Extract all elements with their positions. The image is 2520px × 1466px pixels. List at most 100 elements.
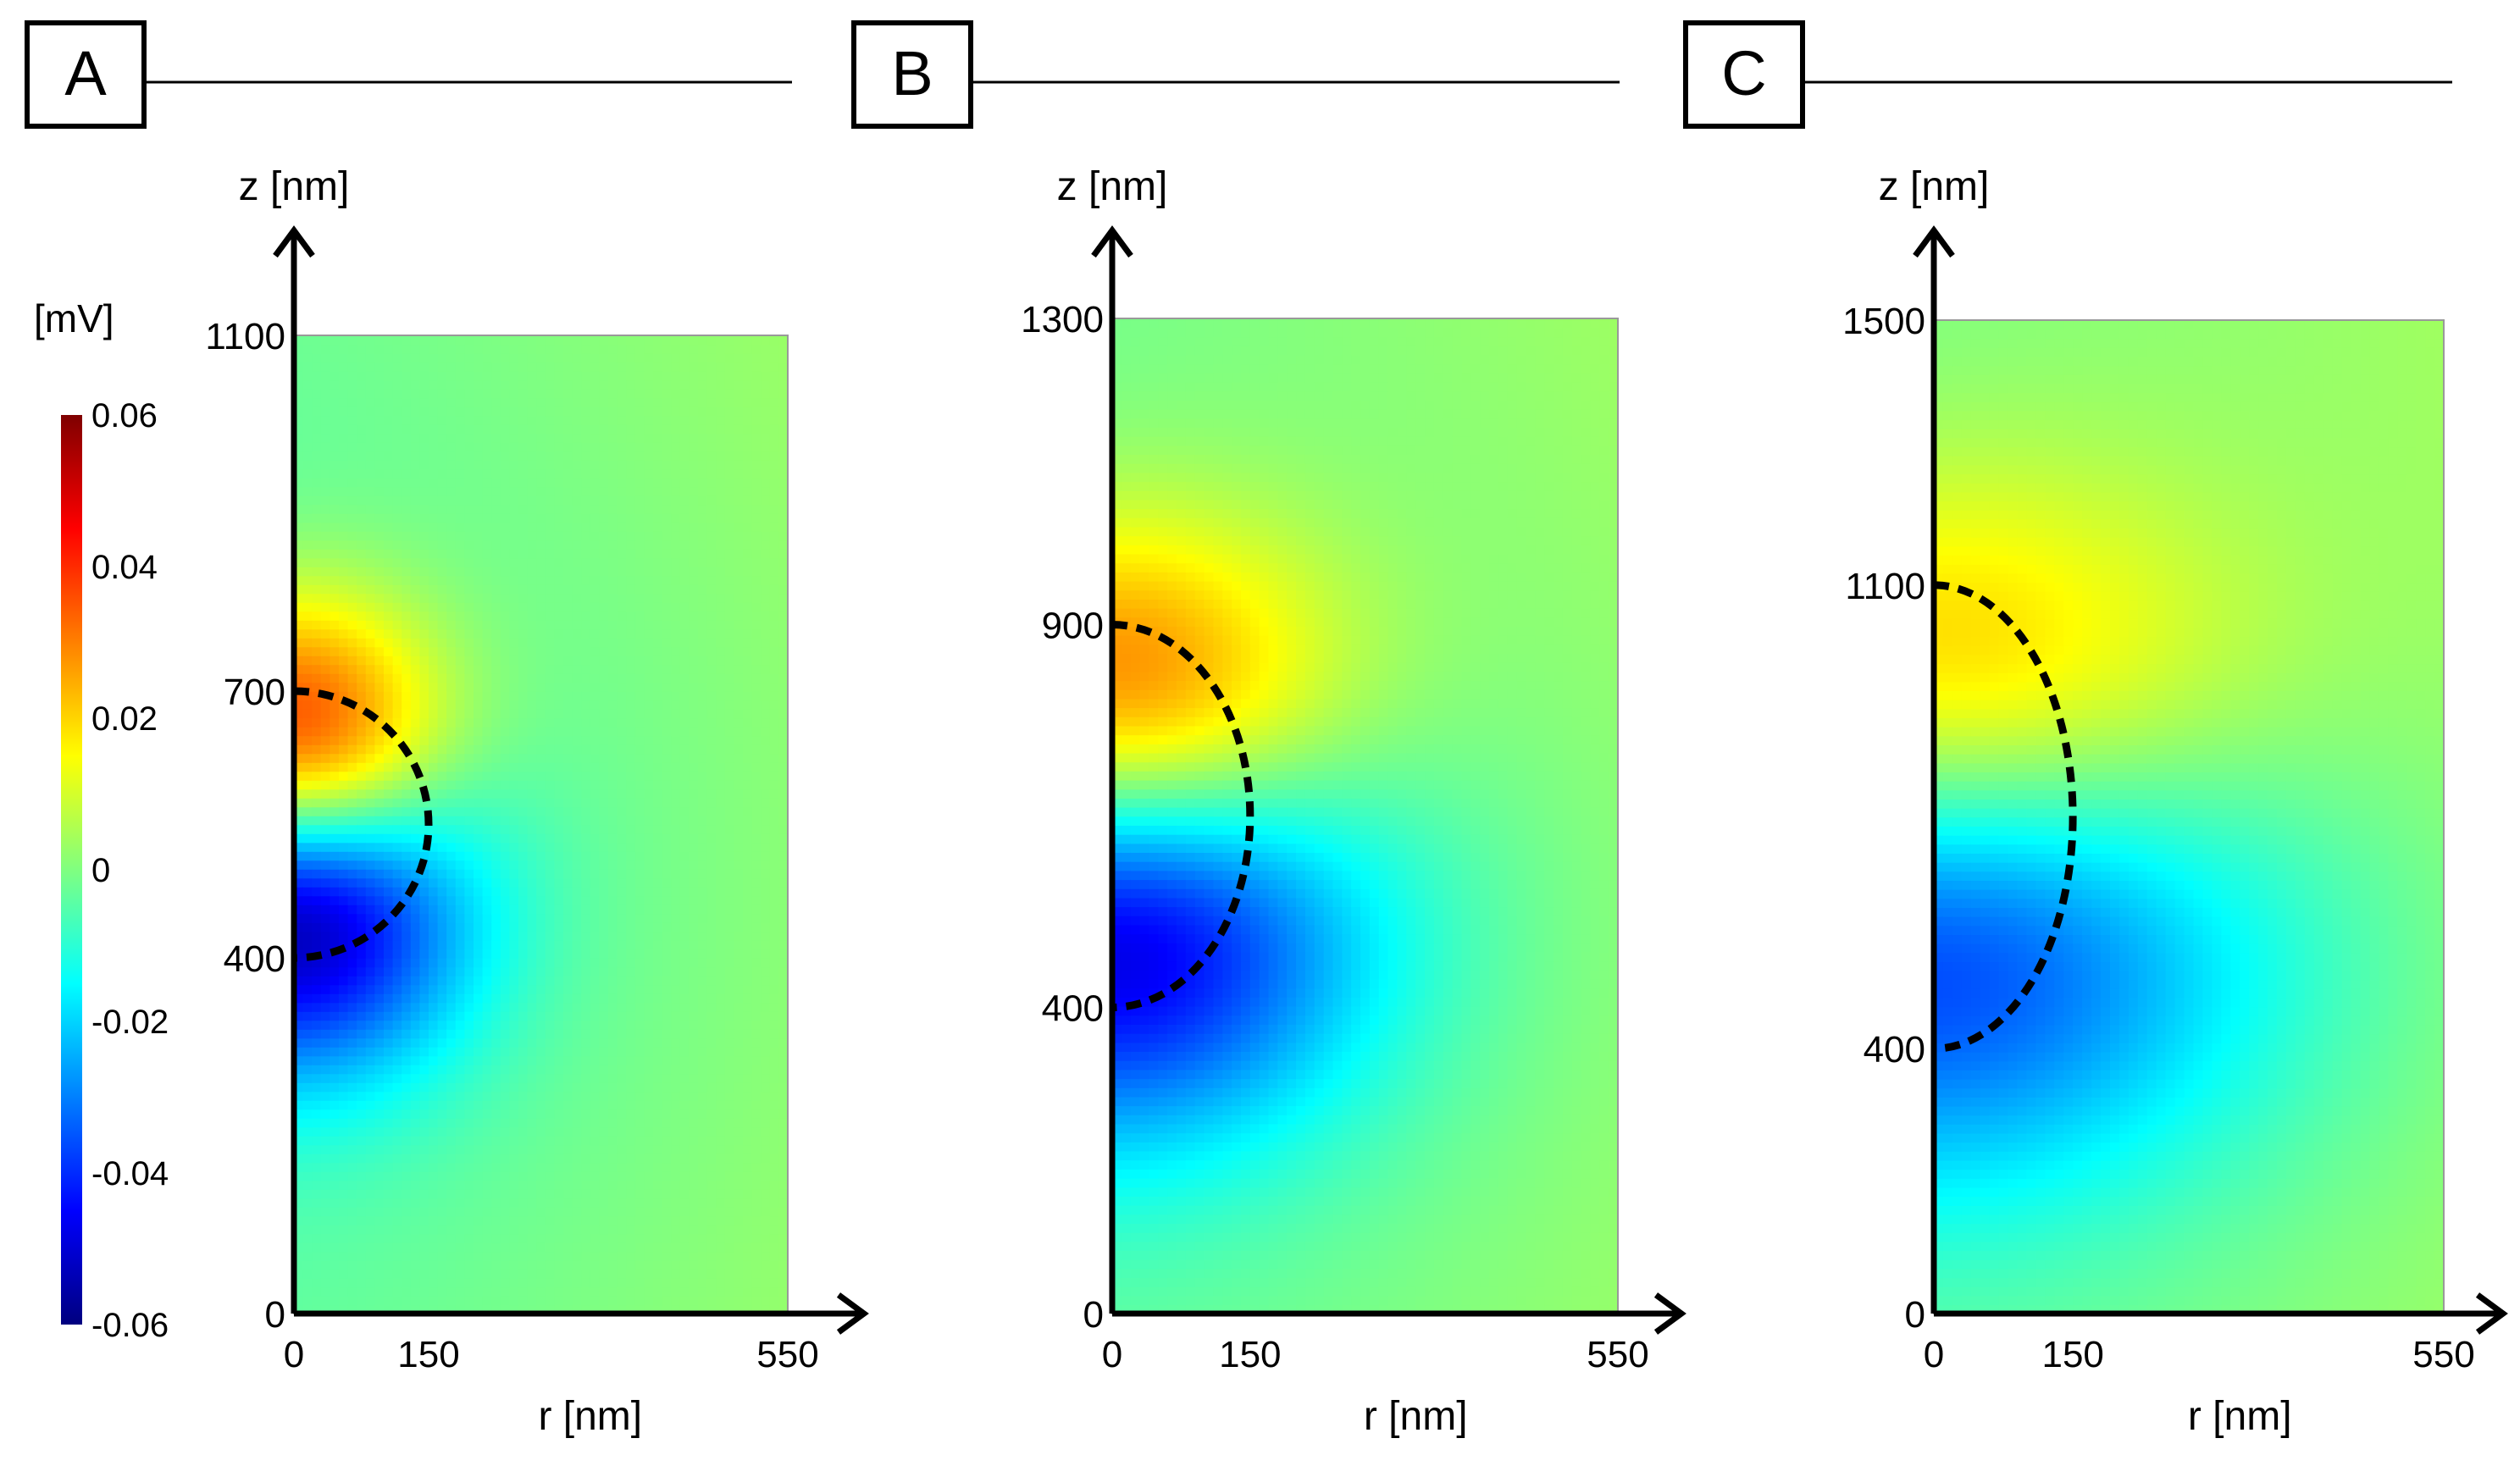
heatmap-cell xyxy=(653,557,663,567)
heatmap-cell xyxy=(599,1162,609,1172)
heatmap-cell xyxy=(446,539,457,550)
heatmap-cell xyxy=(302,1002,313,1012)
heatmap-cell xyxy=(662,1020,672,1030)
heatmap-cell xyxy=(410,1215,421,1225)
heatmap-cell xyxy=(446,913,457,923)
heatmap-cell xyxy=(509,371,519,381)
heatmap-cell xyxy=(634,1002,645,1012)
heatmap-cell xyxy=(644,1011,654,1021)
heatmap-cell xyxy=(294,762,304,772)
heatmap-cell xyxy=(419,1029,429,1039)
heatmap-cell xyxy=(410,584,421,595)
heatmap-cell xyxy=(518,1189,529,1199)
heatmap-cell xyxy=(474,379,484,390)
heatmap-cell xyxy=(419,966,429,976)
heatmap-cell xyxy=(626,1260,636,1270)
heatmap-cell xyxy=(384,887,394,897)
heatmap-cell xyxy=(617,1055,627,1065)
heatmap-cell xyxy=(302,362,313,372)
heatmap-cell xyxy=(545,1162,556,1172)
heatmap-cell xyxy=(320,1215,331,1225)
heatmap-cell xyxy=(563,1304,573,1314)
heatmap-cell xyxy=(653,806,663,816)
heatmap-cell xyxy=(545,584,556,595)
heatmap-cell xyxy=(374,1207,385,1217)
heatmap-cell xyxy=(509,1304,519,1314)
heatmap-cell xyxy=(347,717,357,727)
heatmap-cell xyxy=(402,869,412,879)
heatmap-cell xyxy=(437,833,447,844)
heatmap-cell xyxy=(644,1109,654,1119)
heatmap-cell xyxy=(527,495,537,506)
heatmap-cell xyxy=(491,1037,501,1048)
heatmap-cell xyxy=(374,1171,385,1181)
heatmap-cell xyxy=(410,851,421,861)
heatmap-cell xyxy=(294,389,304,399)
heatmap-cell xyxy=(302,397,313,407)
heatmap-cell xyxy=(446,602,457,612)
heatmap-cell xyxy=(330,1189,340,1199)
heatmap-cell xyxy=(347,816,357,826)
heatmap-cell xyxy=(419,593,429,603)
heatmap-cell xyxy=(698,1126,708,1137)
heatmap-cell xyxy=(599,567,609,577)
heatmap-cell xyxy=(491,415,501,425)
heatmap-cell xyxy=(474,798,484,808)
heatmap-cell xyxy=(474,451,484,461)
heatmap-cell xyxy=(365,1233,376,1243)
heatmap-cell xyxy=(491,379,501,390)
heatmap-cell xyxy=(581,1055,591,1065)
heatmap-cell xyxy=(599,557,609,567)
heatmap-cell xyxy=(419,397,429,407)
heatmap-cell xyxy=(429,1260,439,1270)
colorbar-ticks: 0.060.040.020-0.02-0.04-0.06 xyxy=(91,397,169,1344)
heatmap-cell xyxy=(671,1153,681,1164)
heatmap-cell xyxy=(653,379,663,390)
heatmap-cell xyxy=(419,379,429,390)
heatmap-cell xyxy=(608,1082,618,1093)
heatmap-cell xyxy=(563,442,573,452)
heatmap-cell xyxy=(500,940,511,950)
heatmap-cell xyxy=(581,824,591,834)
heatmap-cell xyxy=(662,860,672,870)
heatmap-cell xyxy=(653,1242,663,1253)
heatmap-cell xyxy=(617,478,627,488)
heatmap-cell xyxy=(536,1296,546,1306)
heatmap-cell xyxy=(419,727,429,737)
heatmap-cell xyxy=(482,1180,492,1190)
heatmap-cell xyxy=(563,1278,573,1288)
heatmap-cell xyxy=(312,984,322,994)
heatmap-cell xyxy=(644,656,654,666)
heatmap-cell xyxy=(662,806,672,816)
heatmap-cell xyxy=(410,673,421,683)
heatmap-cell xyxy=(357,1286,367,1297)
heatmap-cell xyxy=(590,1153,601,1164)
heatmap-cell xyxy=(563,780,573,790)
heatmap-cell xyxy=(679,1162,690,1172)
heatmap-cell xyxy=(563,656,573,666)
heatmap-cell xyxy=(554,842,564,852)
heatmap-cell xyxy=(634,913,645,923)
heatmap-cell xyxy=(634,478,645,488)
heatmap-cell xyxy=(644,1073,654,1083)
heatmap-cell xyxy=(689,691,699,701)
heatmap-cell xyxy=(689,407,699,417)
heatmap-cell xyxy=(474,584,484,595)
heatmap-cell xyxy=(563,504,573,514)
heatmap-cell xyxy=(330,993,340,1004)
heatmap-cell xyxy=(330,913,340,923)
heatmap-cell xyxy=(644,887,654,897)
heatmap-cell xyxy=(644,407,654,417)
heatmap-cell xyxy=(402,628,412,639)
heatmap-cell xyxy=(599,1233,609,1243)
heatmap-cell xyxy=(671,762,681,772)
heatmap-cell xyxy=(339,691,349,701)
heatmap-cell xyxy=(384,486,394,496)
heatmap-cell xyxy=(626,389,636,399)
heatmap-cell xyxy=(581,788,591,799)
heatmap-cell xyxy=(410,575,421,585)
heatmap-cell xyxy=(410,1180,421,1190)
heatmap-cell xyxy=(644,513,654,523)
heatmap-cell xyxy=(644,1198,654,1208)
heatmap-cell xyxy=(437,611,447,621)
